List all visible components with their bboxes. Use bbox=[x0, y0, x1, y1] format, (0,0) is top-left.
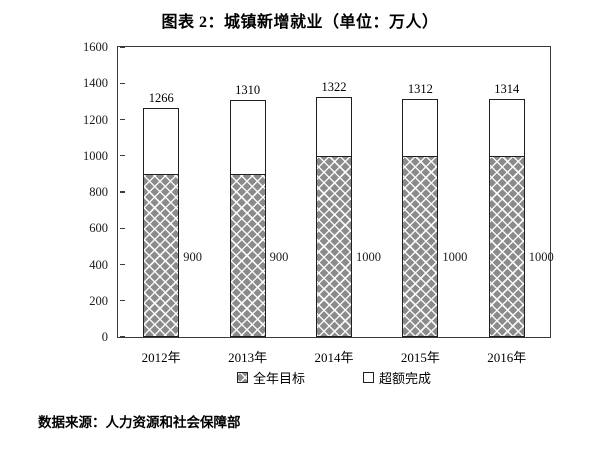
bar-segment-overfill bbox=[402, 99, 439, 157]
bar-target-label: 1000 bbox=[528, 250, 554, 264]
bar-total-label: 1314 bbox=[494, 81, 520, 96]
bar-segment-target bbox=[143, 173, 180, 337]
y-tick-label: 600 bbox=[89, 221, 108, 236]
y-tick-mark bbox=[119, 82, 125, 84]
legend-label: 超额完成 bbox=[379, 371, 432, 386]
y-tick-mark bbox=[119, 300, 125, 302]
x-tick-label: 2013年 bbox=[228, 350, 268, 365]
y-tick-mark bbox=[119, 336, 125, 338]
bar-segment-target bbox=[229, 173, 266, 337]
bar-total-label: 1322 bbox=[321, 80, 347, 95]
bar-segment-overfill bbox=[229, 99, 266, 175]
y-tick-mark bbox=[119, 155, 125, 157]
bar-segment-overfill bbox=[143, 107, 180, 175]
bar-target-label: 1000 bbox=[442, 250, 468, 264]
x-tick-label: 2012年 bbox=[141, 350, 181, 365]
legend-label: 全年目标 bbox=[252, 371, 305, 386]
bar-total-label: 1310 bbox=[235, 82, 261, 97]
bar-total-label: 1312 bbox=[407, 82, 433, 97]
y-tick-mark bbox=[119, 227, 125, 229]
y-tick-mark bbox=[119, 118, 125, 121]
y-tick-label: 0 bbox=[101, 330, 108, 344]
bar-segment-target bbox=[316, 155, 352, 337]
y-tick-label: 1200 bbox=[83, 112, 108, 127]
x-tick-label: 2014年 bbox=[314, 350, 354, 365]
legend-item: 全年目标 bbox=[236, 368, 305, 387]
bar-segment-target bbox=[488, 155, 525, 337]
bar-segment-overfill bbox=[316, 97, 352, 157]
y-tick-label: 1000 bbox=[83, 148, 108, 163]
y-tick-label: 200 bbox=[89, 293, 108, 308]
legend-swatch bbox=[236, 372, 248, 383]
chart-title: 图表 2：城镇新增就业（单位：万人） bbox=[161, 14, 439, 31]
x-tick-label: 2015年 bbox=[400, 350, 440, 365]
x-tick-label: 2016年 bbox=[487, 350, 527, 365]
y-tick-mark bbox=[119, 263, 125, 266]
bar-segment-overfill bbox=[488, 98, 525, 157]
y-tick-label: 400 bbox=[89, 257, 108, 272]
bar-target-label: 900 bbox=[183, 250, 202, 264]
legend: 全年目标 超额完成 bbox=[118, 368, 550, 387]
y-tick-label: 800 bbox=[89, 185, 108, 199]
source-note: 数据来源：人力资源和社会保障部 bbox=[38, 415, 241, 430]
bar-segment-target bbox=[402, 155, 439, 337]
bar-target-label: 900 bbox=[269, 250, 289, 264]
legend-item: 超额完成 bbox=[363, 368, 431, 387]
y-tick-label: 1600 bbox=[83, 40, 108, 54]
legend-swatch bbox=[363, 372, 374, 383]
bar-total-label: 1266 bbox=[148, 90, 174, 105]
y-tick-mark bbox=[119, 191, 125, 193]
y-tick-mark bbox=[119, 46, 125, 48]
y-tick-label: 1400 bbox=[83, 76, 108, 91]
bar-target-label: 1000 bbox=[356, 250, 381, 264]
